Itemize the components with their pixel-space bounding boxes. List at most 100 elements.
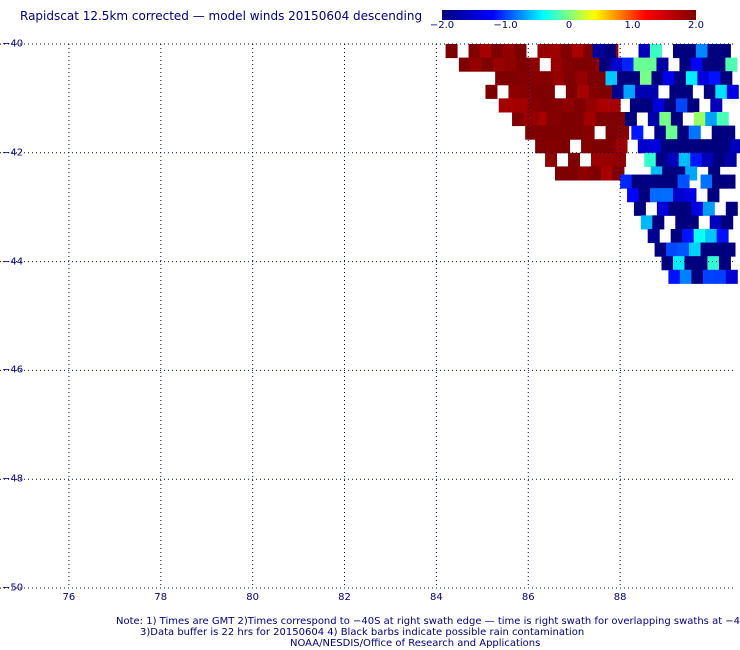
swath-cell xyxy=(613,152,626,167)
swath-cell xyxy=(566,166,579,181)
swath-cell xyxy=(712,174,725,189)
swath-cell xyxy=(702,57,715,72)
swath-cell xyxy=(560,44,573,59)
lat-tick-label: −48 xyxy=(2,473,24,485)
swath-cell xyxy=(548,44,561,59)
swath-cell xyxy=(541,71,554,86)
swath-cell xyxy=(519,84,532,99)
swath-cell xyxy=(639,71,652,86)
swath-cell xyxy=(654,242,667,257)
swath-cell xyxy=(640,215,653,230)
swath-cell xyxy=(600,166,613,181)
swath-cell xyxy=(527,57,540,72)
swath-cell xyxy=(610,57,623,72)
swath-cell xyxy=(707,44,720,59)
swath-cell xyxy=(491,44,504,59)
swath-cell xyxy=(628,71,641,86)
swath-cell xyxy=(651,71,664,86)
swath-cell xyxy=(697,71,710,86)
swath-cell xyxy=(708,71,721,86)
swath-cell xyxy=(716,228,729,244)
swath-cell xyxy=(729,139,740,154)
swath-cell xyxy=(705,228,718,244)
swath-cell xyxy=(549,112,562,127)
swath-cell xyxy=(545,152,558,167)
swath-cell xyxy=(650,166,663,181)
lat-tick-label: −40 xyxy=(2,38,24,50)
swath-cell xyxy=(723,125,736,140)
lat-tick-label: −46 xyxy=(2,364,24,376)
swath-cell xyxy=(633,201,646,216)
swath-cell xyxy=(508,84,521,99)
swath-cell xyxy=(656,57,669,72)
swath-cell xyxy=(672,188,685,203)
swath-cell xyxy=(713,152,726,167)
swath-cell xyxy=(660,139,673,154)
swath-cell xyxy=(516,98,529,113)
swath-cell xyxy=(605,71,618,86)
swath-cell xyxy=(599,57,612,72)
swath-cell xyxy=(689,242,702,257)
swath-cell xyxy=(647,112,660,127)
swath-cell xyxy=(638,44,651,59)
colorbar-tick-label: 0 xyxy=(565,20,573,31)
swath-cell xyxy=(715,84,728,99)
swath-cell xyxy=(650,44,662,59)
swath-cell xyxy=(608,98,621,113)
swath-cell xyxy=(724,152,737,167)
swath-cell xyxy=(536,125,549,140)
note-line-1: Note: 1) Times are GMT 2)Times correspon… xyxy=(116,616,740,627)
swath-cell xyxy=(470,57,483,72)
swath-cell xyxy=(666,174,679,189)
swath-cell xyxy=(686,215,699,230)
swath-cell xyxy=(687,98,700,113)
colorbar-tick-label: −1.0 xyxy=(493,20,518,31)
swath-cell xyxy=(675,215,688,230)
swath-cell xyxy=(702,201,715,216)
swath-cell xyxy=(666,242,679,257)
swath-cell xyxy=(611,84,624,99)
lon-tick-label: 84 xyxy=(430,592,443,603)
swath-cell xyxy=(675,98,688,113)
swath-cell xyxy=(702,269,715,284)
colorbar-tick-label: 2.0 xyxy=(688,20,704,31)
swath-cell xyxy=(654,125,667,140)
swath-cell xyxy=(481,57,494,72)
swath-cell xyxy=(514,44,527,59)
swath-cell xyxy=(445,44,458,59)
swath-cell xyxy=(584,112,597,127)
swath-cell xyxy=(562,57,575,72)
chart-title: Rapidscat 12.5km corrected — model winds… xyxy=(20,9,423,23)
swath-cell xyxy=(656,201,669,216)
swath-cell xyxy=(555,166,567,181)
swath-cell xyxy=(723,242,736,257)
swath-cell xyxy=(720,71,733,86)
swath-cell xyxy=(583,44,596,59)
swath-cell xyxy=(561,112,574,127)
swath-cell xyxy=(708,166,721,181)
swath-cell xyxy=(652,215,665,230)
swath-cell xyxy=(564,71,577,86)
swath-cell xyxy=(670,112,683,127)
swath-cell xyxy=(592,139,605,154)
swath-cell xyxy=(633,57,646,72)
swath-cell xyxy=(669,84,682,99)
swath-cell xyxy=(643,174,656,189)
swath-cell xyxy=(695,139,708,154)
swath-cell xyxy=(678,152,691,167)
swath-cell xyxy=(693,228,706,244)
note-line-3: NOAA/NESDIS/Office of Research and Appli… xyxy=(290,638,541,649)
swath-cell xyxy=(458,57,471,72)
swath-cell xyxy=(672,44,685,59)
swath-cell xyxy=(552,71,565,86)
swath-cell xyxy=(588,84,601,99)
swath-cell xyxy=(577,84,590,99)
swath-cell xyxy=(673,166,686,181)
swath-cell xyxy=(680,84,693,99)
colorbar-tick-label: −2.0 xyxy=(429,20,455,31)
swath-cell xyxy=(571,125,584,140)
swath-cell xyxy=(546,139,559,154)
swath-cell xyxy=(581,139,594,154)
swath-cell xyxy=(695,256,708,271)
swath-cell xyxy=(725,201,738,216)
